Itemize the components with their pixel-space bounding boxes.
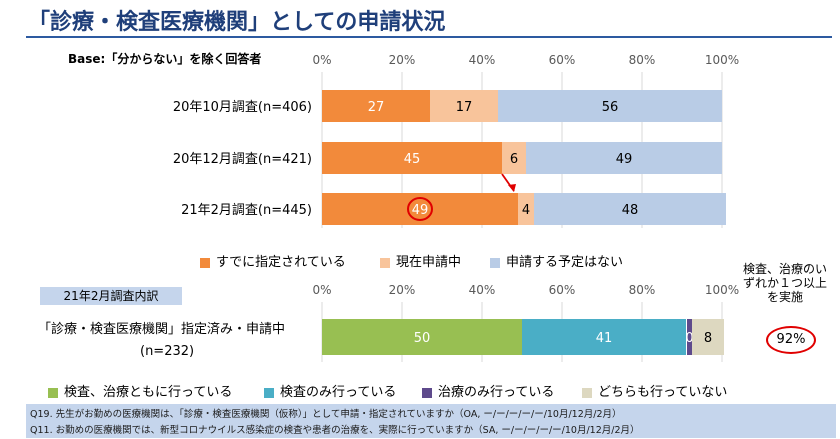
x-tick-label-bottom: 60%	[549, 283, 576, 297]
data-label: 4	[522, 203, 530, 218]
x-tick-label-top: 100%	[705, 53, 739, 67]
data-label: 27	[368, 100, 385, 115]
legend-label: 検査のみ行っている	[280, 385, 397, 400]
footnote-box: Q19. 先生がお勤めの医療機関は、「診療・検査医療機関（仮称）」として申請・指…	[26, 404, 836, 438]
data-label: 56	[602, 100, 619, 115]
legend-item: 現在申請中	[380, 251, 461, 270]
x-tick-label-bottom: 0%	[312, 283, 331, 297]
legend-item: 治療のみ行っている	[422, 381, 554, 400]
legend-swatch	[380, 257, 390, 268]
page-title: 「診療・検査医療機関」としての申請状況	[28, 10, 446, 35]
legend-item: 申請する予定はない	[490, 251, 623, 270]
legend-swatch	[48, 387, 58, 398]
data-label: 0	[685, 331, 693, 346]
bar-segment	[498, 90, 722, 122]
bar-segment	[322, 142, 502, 174]
highlight-circle	[407, 197, 433, 221]
legend-swatch	[264, 387, 274, 398]
x-tick-label-top: 20%	[389, 53, 416, 67]
legend-swatch	[582, 387, 592, 398]
bar-segment	[522, 319, 686, 355]
legend-label: 現在申請中	[396, 255, 462, 270]
category-label: 20年12月調査(n=421)	[173, 152, 312, 167]
legend-label: 申請する予定はない	[506, 255, 624, 270]
category-label: 21年2月調査(n=445)	[181, 203, 312, 218]
trend-arrowhead	[508, 184, 516, 192]
legend-label: すでに指定されている	[216, 255, 346, 270]
bar-segment	[430, 90, 498, 122]
side-note: 検査、治療のいずれか１つ以上を実施	[742, 262, 827, 304]
bar-segment	[322, 90, 430, 122]
data-label: 49	[412, 203, 429, 218]
breakdown-badge: 21年2月調査内訳	[40, 287, 182, 305]
base-note: Base:「分からない」を除く回答者	[68, 52, 262, 66]
data-label: 8	[704, 331, 712, 346]
bar-segment	[687, 319, 692, 355]
row2-label-line1: 「診療・検査医療機関」指定済み・申請中	[38, 322, 286, 337]
legend-swatch	[490, 257, 500, 268]
x-tick-label-top: 80%	[629, 53, 656, 67]
data-label: 41	[596, 331, 613, 346]
legend-item: すでに指定されている	[200, 251, 346, 270]
x-tick-label-bottom: 100%	[705, 283, 739, 297]
title-divider	[26, 36, 832, 38]
data-label: 17	[456, 100, 473, 115]
legend-label: 治療のみ行っている	[438, 385, 555, 400]
category-label: 20年10月調査(n=406)	[173, 100, 312, 115]
legend-item: 検査のみ行っている	[264, 381, 396, 400]
legend-item: 検査、治療ともに行っている	[48, 381, 232, 400]
footnote-q19: Q19. 先生がお勤めの医療機関は、「診療・検査医療機関（仮称）」として申請・指…	[30, 409, 622, 420]
bar-segment	[692, 319, 724, 355]
x-tick-label-bottom: 20%	[389, 283, 416, 297]
x-tick-label-top: 40%	[469, 53, 496, 67]
data-label: 48	[622, 203, 639, 218]
data-label: 49	[616, 152, 633, 167]
bar-segment	[502, 142, 526, 174]
data-label: 6	[510, 152, 518, 167]
x-tick-label-top: 60%	[549, 53, 576, 67]
side-percentage: 92%	[766, 326, 816, 354]
x-tick-label-top: 0%	[312, 53, 331, 67]
bar-segment	[322, 319, 522, 355]
x-tick-label-bottom: 80%	[629, 283, 656, 297]
data-label: 45	[404, 152, 421, 167]
legend-swatch	[200, 257, 210, 268]
legend-swatch	[422, 387, 432, 398]
legend-label: 検査、治療ともに行っている	[64, 385, 233, 400]
x-tick-label-bottom: 40%	[469, 283, 496, 297]
bar-segment	[518, 193, 534, 225]
row2-label-line2: (n=232)	[140, 344, 195, 359]
legend-label: どちらも行っていない	[598, 385, 728, 400]
legend-item: どちらも行っていない	[582, 381, 727, 400]
footnote-q11: Q11. お勤めの医療機関では、新型コロナウイルス感染症の検査や患者の治療を、実…	[30, 425, 640, 436]
bar-segment	[534, 193, 726, 225]
bar-segment	[526, 142, 722, 174]
data-label: 50	[414, 331, 431, 346]
